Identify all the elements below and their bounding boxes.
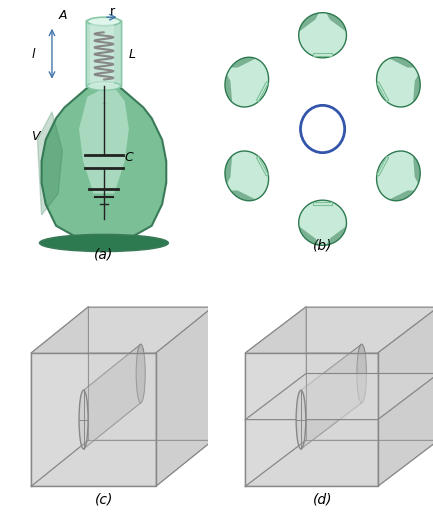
Polygon shape [389, 57, 414, 68]
Polygon shape [377, 156, 389, 176]
Polygon shape [245, 440, 433, 486]
Polygon shape [306, 307, 433, 440]
Ellipse shape [79, 390, 88, 449]
Polygon shape [389, 190, 414, 201]
Ellipse shape [39, 234, 168, 252]
Text: C: C [125, 151, 133, 164]
Polygon shape [79, 88, 129, 194]
Polygon shape [245, 307, 433, 353]
Polygon shape [313, 202, 333, 205]
Polygon shape [299, 200, 346, 245]
Ellipse shape [357, 344, 366, 403]
Polygon shape [225, 156, 232, 184]
Text: (d): (d) [313, 492, 333, 506]
Polygon shape [225, 74, 232, 102]
Ellipse shape [296, 390, 306, 449]
Text: (a): (a) [94, 247, 113, 261]
Polygon shape [31, 307, 213, 353]
Polygon shape [225, 57, 268, 107]
Polygon shape [88, 307, 213, 440]
Text: l: l [31, 48, 35, 61]
Circle shape [301, 105, 345, 153]
Polygon shape [378, 307, 433, 486]
Polygon shape [245, 353, 378, 486]
Polygon shape [31, 307, 88, 486]
Polygon shape [299, 227, 319, 245]
Polygon shape [299, 13, 319, 31]
Text: A: A [58, 9, 67, 22]
Polygon shape [326, 227, 346, 245]
Ellipse shape [87, 17, 120, 26]
Polygon shape [301, 344, 362, 449]
Polygon shape [377, 82, 389, 102]
Polygon shape [326, 13, 346, 31]
Polygon shape [31, 353, 156, 486]
Polygon shape [313, 53, 333, 56]
Polygon shape [231, 57, 256, 68]
Polygon shape [245, 374, 433, 420]
Polygon shape [42, 86, 166, 243]
Polygon shape [156, 307, 213, 486]
Polygon shape [256, 156, 268, 176]
Polygon shape [299, 13, 346, 58]
Polygon shape [84, 344, 141, 449]
Ellipse shape [87, 82, 120, 90]
Polygon shape [225, 151, 268, 201]
Text: r: r [110, 5, 115, 18]
Polygon shape [231, 190, 256, 201]
Polygon shape [245, 307, 306, 486]
Polygon shape [31, 440, 213, 486]
FancyBboxPatch shape [86, 21, 122, 87]
Ellipse shape [136, 344, 145, 403]
Polygon shape [256, 82, 268, 102]
Polygon shape [377, 57, 420, 107]
Bar [90, 24, 114, 84]
Polygon shape [413, 74, 420, 102]
Polygon shape [413, 156, 420, 184]
Text: (b): (b) [313, 238, 333, 252]
Text: L: L [129, 48, 136, 61]
Text: (c): (c) [95, 492, 113, 506]
Polygon shape [37, 112, 62, 215]
Text: V: V [31, 130, 40, 143]
Polygon shape [377, 151, 420, 201]
